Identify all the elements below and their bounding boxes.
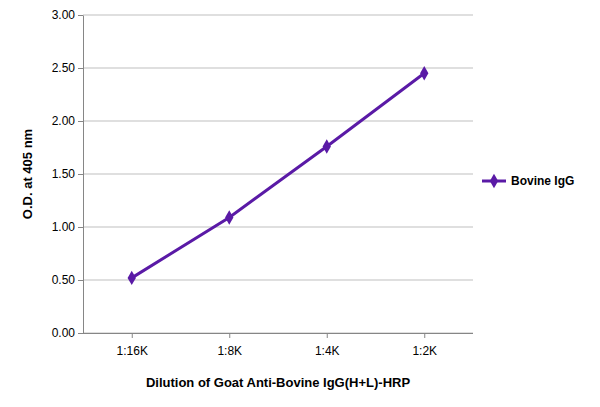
y-axis-title: O.D. at 405 nm <box>20 129 35 219</box>
grid-line <box>83 174 473 175</box>
plot-area <box>128 66 429 285</box>
chart: 0.00 0.50 1.00 1.50 2.00 2.50 3.00 1:16K 1:8K 1:4… <box>0 0 600 407</box>
y-tick-mark <box>78 121 83 122</box>
legend-label: Bovine IgG <box>511 174 574 188</box>
y-axis-line <box>83 16 84 334</box>
y-tick: 0.00 <box>52 326 83 340</box>
x-tick-mark <box>424 333 425 338</box>
y-tick-mark <box>78 333 83 334</box>
y-axis: 0.00 0.50 1.00 1.50 2.00 2.50 3.00 <box>52 8 84 340</box>
x-tick-mark <box>229 333 230 338</box>
legend-marker <box>490 174 498 188</box>
x-tick: 1:2K <box>412 333 437 358</box>
y-tick-mark <box>78 15 83 16</box>
y-tick-label: 0.50 <box>52 273 76 287</box>
series-marker <box>128 271 136 285</box>
y-tick-label: 3.00 <box>52 8 76 22</box>
y-tick: 2.00 <box>52 114 83 128</box>
grid <box>83 15 473 333</box>
grid-line <box>83 121 473 122</box>
y-tick-label: 0.00 <box>52 326 76 340</box>
x-tick-mark <box>327 333 328 338</box>
grid-line <box>83 280 473 281</box>
y-tick-label: 1.00 <box>52 220 76 234</box>
x-axis-title: Dilution of Goat Anti-Bovine IgG(H+L)-HR… <box>146 375 411 390</box>
y-tick-mark <box>78 68 83 69</box>
grid-line <box>83 68 473 69</box>
x-tick-label: 1:2K <box>412 344 437 358</box>
series-marker <box>323 139 331 153</box>
y-tick: 0.50 <box>52 273 83 287</box>
grid-line <box>83 15 473 16</box>
x-tick: 1:16K <box>117 333 148 358</box>
x-tick: 1:8K <box>217 333 242 358</box>
series-line <box>132 73 425 278</box>
y-tick: 2.50 <box>52 61 83 75</box>
grid-line <box>83 227 473 228</box>
y-tick: 3.00 <box>52 8 83 22</box>
x-tick-label: 1:4K <box>315 344 340 358</box>
y-tick-mark <box>78 174 83 175</box>
x-tick-label: 1:16K <box>117 344 148 358</box>
y-tick-mark <box>78 280 83 281</box>
x-tick-mark <box>132 333 133 338</box>
y-tick: 1.50 <box>52 167 83 181</box>
x-axis-line <box>83 333 473 334</box>
x-axis: 1:16K 1:8K 1:4K 1:2K <box>83 333 473 358</box>
y-tick: 1.00 <box>52 220 83 234</box>
y-tick-mark <box>78 227 83 228</box>
y-tick-label: 1.50 <box>52 167 76 181</box>
x-tick: 1:4K <box>315 333 340 358</box>
x-tick-label: 1:8K <box>217 344 242 358</box>
legend: Bovine IgG <box>482 174 574 188</box>
series-marker <box>420 66 428 80</box>
grid-line <box>83 333 473 334</box>
series-marker <box>225 210 233 224</box>
y-tick-label: 2.00 <box>52 114 76 128</box>
y-tick-label: 2.50 <box>52 61 76 75</box>
